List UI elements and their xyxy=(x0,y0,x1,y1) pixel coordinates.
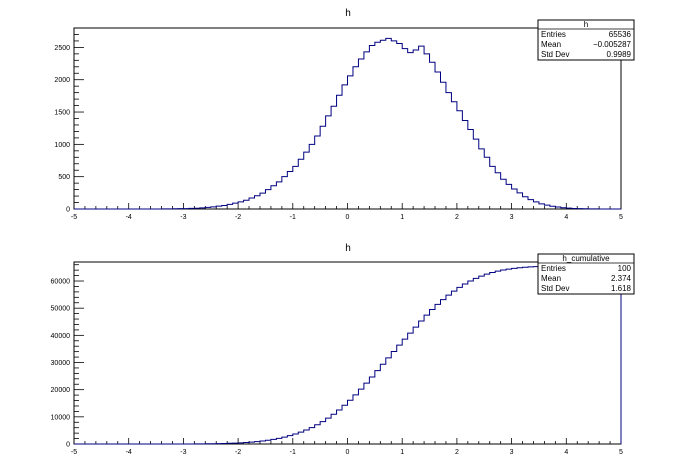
x-tick-label: -1 xyxy=(290,214,296,221)
stats-box-frame xyxy=(537,253,635,295)
stats-label: Std Dev xyxy=(541,284,569,293)
x-tick-label: 2 xyxy=(455,449,459,456)
stats-value: 65536 xyxy=(609,30,632,39)
stats-label: Entries xyxy=(541,264,566,273)
x-tick-label: -5 xyxy=(71,214,77,221)
stats-box-name: h_cumulative xyxy=(562,254,610,263)
bottom-histogram-pad: h 0 10000 20000 30000 40000 50000 60000 -5 -4 -3… xyxy=(51,243,635,456)
y-tick-label: 20000 xyxy=(51,387,71,394)
x-tick-label: 1 xyxy=(400,214,404,221)
stats-box-name: h xyxy=(584,20,588,29)
top-y-axis: 0 500 1000 1500 2000 2500 xyxy=(54,27,84,214)
top-histogram-line xyxy=(74,37,621,210)
x-tick-label: 5 xyxy=(619,214,623,221)
stats-label: Mean xyxy=(541,274,561,283)
y-tick-label: 500 xyxy=(58,174,70,181)
y-tick-label: 0 xyxy=(66,442,70,449)
stats-value: −0.005287 xyxy=(593,40,632,49)
stats-value: 0.9989 xyxy=(607,50,632,59)
x-tick-label: 0 xyxy=(346,449,350,456)
y-tick-label: 2000 xyxy=(54,77,70,84)
bottom-x-axis: -5 -4 -3 -2 -1 0 1 2 3 4 5 xyxy=(71,438,623,456)
stats-label: Entries xyxy=(541,30,566,39)
x-tick-label: 3 xyxy=(510,449,514,456)
y-tick-label: 1500 xyxy=(54,110,70,117)
y-tick-label: 30000 xyxy=(51,360,71,367)
y-tick-label: 2500 xyxy=(54,45,70,52)
x-tick-label: 4 xyxy=(564,449,568,456)
x-tick-label: -2 xyxy=(235,214,241,221)
x-tick-label: 4 xyxy=(564,214,568,221)
x-tick-label: 5 xyxy=(619,449,623,456)
x-tick-label: -3 xyxy=(180,214,186,221)
x-tick-label: -3 xyxy=(180,449,186,456)
stats-value: 2.374 xyxy=(611,274,632,283)
x-tick-label: 2 xyxy=(455,214,459,221)
y-tick-label: 0 xyxy=(66,207,70,214)
x-tick-label: 3 xyxy=(510,214,514,221)
top-stats-box[interactable]: h Entries 65536 Mean −0.005287 Std Dev 0.9989 xyxy=(537,19,635,61)
x-tick-label: -4 xyxy=(126,214,132,221)
x-tick-label: -2 xyxy=(235,449,241,456)
stats-box-frame xyxy=(537,19,635,61)
stats-value: 100 xyxy=(618,264,632,273)
x-tick-label: -1 xyxy=(290,449,296,456)
bottom-y-axis: 0 10000 20000 30000 40000 50000 60000 xyxy=(51,264,84,449)
bottom-plot-title: h xyxy=(345,243,351,254)
y-tick-label: 1000 xyxy=(54,142,70,149)
x-tick-label: 0 xyxy=(346,214,350,221)
x-tick-label: -4 xyxy=(126,449,132,456)
x-tick-label: 1 xyxy=(400,449,404,456)
top-plot-title: h xyxy=(345,8,351,19)
y-tick-label: 10000 xyxy=(51,414,71,421)
y-tick-label: 50000 xyxy=(51,306,71,313)
y-tick-label: 60000 xyxy=(51,279,71,286)
stats-value: 1.618 xyxy=(611,284,632,293)
stats-label: Mean xyxy=(541,40,561,49)
x-tick-label: -5 xyxy=(71,449,77,456)
y-tick-label: 40000 xyxy=(51,333,71,340)
stats-label: Std Dev xyxy=(541,50,569,59)
bottom-histogram-line xyxy=(74,265,622,445)
top-x-axis: -5 -4 -3 -2 -1 0 1 2 3 4 5 xyxy=(71,203,623,221)
